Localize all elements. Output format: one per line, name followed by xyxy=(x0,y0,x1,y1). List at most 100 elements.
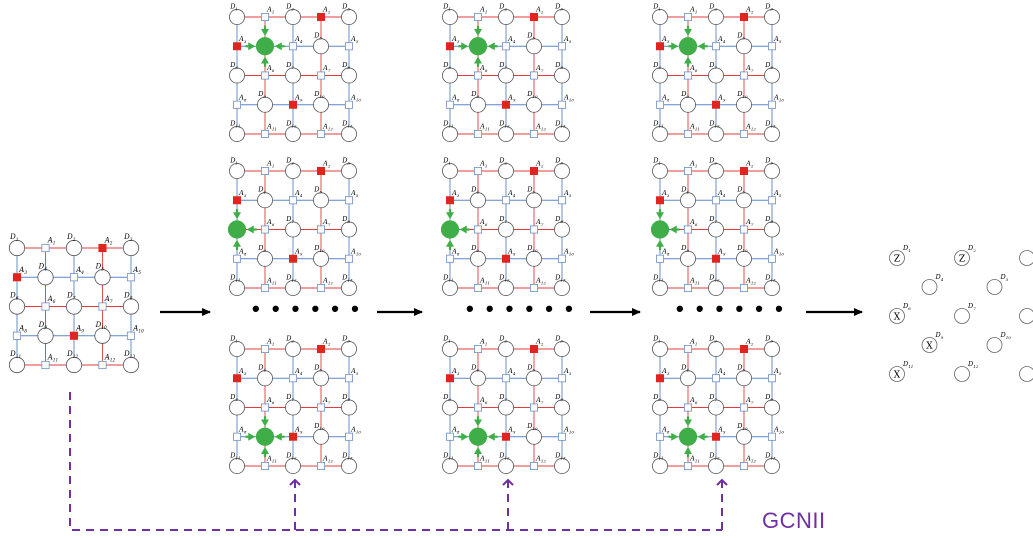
label-a9: A9 xyxy=(294,93,303,102)
label-a3: A3 xyxy=(451,35,460,44)
data-qubit-d6 xyxy=(8,298,26,315)
label-d6: D6 xyxy=(229,61,238,70)
output-node-d3 xyxy=(1019,250,1033,266)
label-d13: D13 xyxy=(123,350,135,360)
data-qubit-d11 xyxy=(442,126,458,142)
label-d7: D7 xyxy=(66,292,76,302)
label-a4: A4 xyxy=(294,35,303,44)
data-qubit-d1 xyxy=(8,239,26,257)
data-qubit-d12 xyxy=(498,280,514,296)
label-a6: A6 xyxy=(479,396,488,405)
data-qubit-d8 xyxy=(341,67,357,84)
label-a2: A2 xyxy=(322,6,331,15)
data-qubit-d6 xyxy=(650,220,670,239)
label-d1: D1 xyxy=(652,2,661,11)
ancilla-a11 xyxy=(474,284,482,292)
data-qubit-d1 xyxy=(229,9,245,25)
label-d4: D4 xyxy=(38,262,48,272)
ancilla-a7 xyxy=(740,403,748,412)
data-qubit-d11 xyxy=(442,280,458,296)
label-a11: A11 xyxy=(266,455,277,464)
data-qubit-d2 xyxy=(65,239,83,257)
output-node-d9 xyxy=(921,337,938,353)
data-qubit-d5 xyxy=(313,192,329,209)
output-node-d5 xyxy=(986,279,1003,295)
label-a4: A4 xyxy=(717,367,726,376)
label-d4: D4 xyxy=(680,364,689,373)
label-d10: D10 xyxy=(526,422,538,431)
data-qubit-d10 xyxy=(736,428,752,445)
label-d12: D12 xyxy=(498,451,510,460)
label-d7: D7 xyxy=(285,393,294,402)
label-d4: D4 xyxy=(470,186,479,195)
ancilla-a11 xyxy=(474,462,482,470)
label-a5: A5 xyxy=(350,189,359,198)
ancilla-a9 xyxy=(502,254,510,263)
label-a12: A12 xyxy=(535,455,546,464)
label-a11: A11 xyxy=(689,123,700,132)
label-a7: A7 xyxy=(322,218,331,227)
label-d5: D5 xyxy=(526,32,535,41)
label-d7: D7 xyxy=(498,215,507,224)
output-node-d1 xyxy=(889,250,905,266)
label-d12: D12 xyxy=(498,119,510,128)
data-qubit-d6 xyxy=(652,67,668,84)
label-d9: D9 xyxy=(935,331,944,340)
data-qubit-d8 xyxy=(554,399,570,416)
label-d13: D13 xyxy=(554,273,566,282)
label-a6: A6 xyxy=(266,218,275,227)
ancilla-a10 xyxy=(345,432,353,441)
data-qubit-d7 xyxy=(498,399,514,416)
label-a11: A11 xyxy=(689,277,700,286)
data-qubit-d5 xyxy=(313,370,329,387)
label-d12: D12 xyxy=(708,119,720,128)
label-a7: A7 xyxy=(322,396,331,405)
data-qubit-d10 xyxy=(313,428,329,445)
label-a8: A8 xyxy=(661,247,670,256)
label-d2: D2 xyxy=(285,2,294,11)
label-a5: A5 xyxy=(773,367,782,376)
data-qubit-d13 xyxy=(341,280,357,296)
data-qubit-d2 xyxy=(498,9,514,25)
layer-2-lattice-2: D1 A1 D2 A2 D3 A3 D4 A4 D5 A5 A6 D7 A7 D8 A8 D9 A9 D10 A10… xyxy=(440,156,574,296)
label-a2: A2 xyxy=(104,237,113,247)
ancilla-a4 xyxy=(289,374,297,383)
data-qubit-d6 xyxy=(442,399,458,416)
data-qubit-d13 xyxy=(122,356,140,374)
label-a3: A3 xyxy=(238,367,247,376)
output-mark: X xyxy=(894,370,901,380)
data-qubit-d2 xyxy=(708,163,724,179)
ancilla-a5 xyxy=(558,374,566,383)
data-qubit-d7 xyxy=(708,221,724,238)
label-d3: D3 xyxy=(764,334,773,343)
ancilla-a5 xyxy=(558,42,566,51)
data-qubit-d13 xyxy=(341,126,357,142)
ancilla-a5 xyxy=(558,196,566,205)
ancilla-a2 xyxy=(317,167,325,175)
label-a5: A5 xyxy=(350,35,359,44)
data-qubit-d9 xyxy=(468,427,488,446)
label-a12: A12 xyxy=(322,277,333,286)
data-qubit-d7 xyxy=(498,221,514,238)
data-qubit-d8 xyxy=(554,67,570,84)
ancilla-a9 xyxy=(712,100,720,109)
ancilla-a11 xyxy=(261,284,269,292)
label-d12: D12 xyxy=(66,350,78,360)
label-d4: D4 xyxy=(470,364,479,373)
ancilla-a12 xyxy=(530,462,538,470)
label-d10: D10 xyxy=(736,244,748,253)
label-d6: D6 xyxy=(652,61,661,70)
data-qubit-d13 xyxy=(554,280,570,296)
data-qubit-d1 xyxy=(442,9,458,25)
layer-3-lattice-2: D1 A1 D2 A2 D3 A3 D4 A4 D5 A5 A6 D7 A7 D8 A8 D9 A9 D10 A10… xyxy=(650,156,784,296)
label-d1: D1 xyxy=(229,2,238,11)
data-qubit-d9 xyxy=(678,427,698,446)
data-qubit-d1 xyxy=(229,163,245,179)
ancilla-a2 xyxy=(317,13,325,21)
data-qubit-d6 xyxy=(442,67,458,84)
label-d3: D3 xyxy=(764,156,773,165)
label-d6: D6 xyxy=(229,393,238,402)
label-d7: D7 xyxy=(498,61,507,70)
label-d7: D7 xyxy=(708,393,717,402)
label-d7: D7 xyxy=(967,302,976,311)
